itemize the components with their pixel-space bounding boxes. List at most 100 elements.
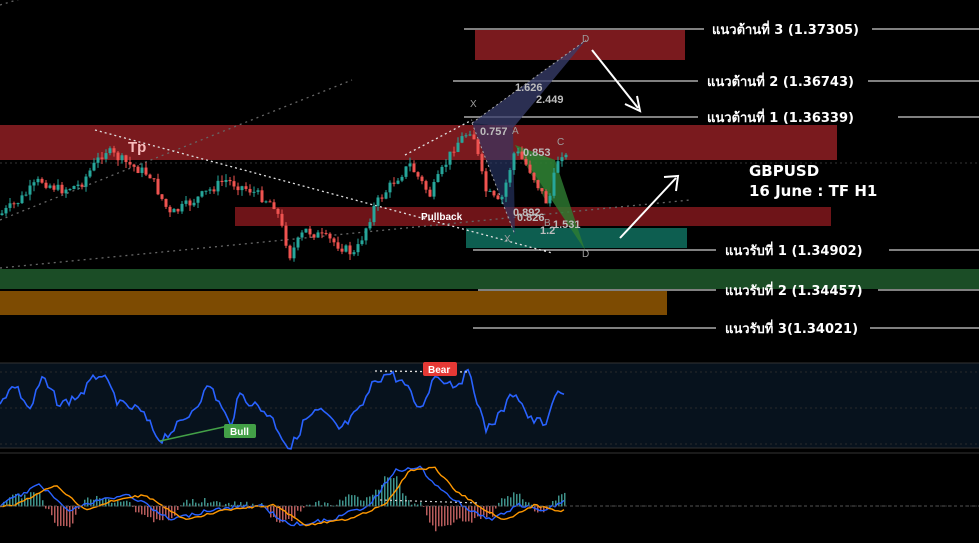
macd-bar <box>498 502 500 507</box>
candle-body <box>100 157 104 159</box>
macd-bar <box>555 500 557 507</box>
candle-body <box>420 176 424 182</box>
candle-body <box>300 232 304 238</box>
fib-label-0853: 0.853 <box>523 147 551 159</box>
point-c: C <box>557 137 564 148</box>
support-zone-green <box>0 269 979 289</box>
macd-bar <box>78 506 80 510</box>
candle-body <box>0 213 4 215</box>
fib-label-2449: 2.449 <box>536 94 564 106</box>
candle-body <box>432 182 436 197</box>
macd-bar <box>387 477 389 507</box>
candle-body <box>152 178 156 180</box>
candle-body <box>24 194 28 196</box>
candle-body <box>260 190 264 203</box>
macd-bar <box>15 493 17 507</box>
macd-bar <box>102 498 104 507</box>
candle-body <box>204 190 208 192</box>
candle-body <box>464 135 468 137</box>
candle-body <box>264 201 268 203</box>
macd-bar <box>561 494 563 507</box>
macd-bar <box>288 506 290 520</box>
macd-bar <box>294 506 296 518</box>
macd-bar <box>72 506 74 524</box>
candle-body <box>288 245 292 259</box>
candle-body <box>132 164 136 167</box>
candle-body <box>428 189 432 197</box>
macd-bar <box>495 506 497 509</box>
macd-bar <box>240 501 242 507</box>
candle-body <box>460 136 464 143</box>
candle-body <box>468 134 472 136</box>
candle-body <box>216 180 220 192</box>
macd-bar <box>138 506 140 513</box>
candle-body <box>108 148 112 154</box>
candle-body <box>188 200 192 206</box>
macd-bar <box>315 502 317 507</box>
macd-bar <box>198 503 200 507</box>
macd-bar <box>369 496 371 507</box>
point-x-top: X <box>470 99 477 110</box>
macd-bar <box>462 506 464 522</box>
point-x-bottom: X <box>504 234 511 245</box>
macd-bar <box>162 506 164 521</box>
resistance-2-label: แนวต้านที่ 2 (1.36743) <box>707 72 854 90</box>
candle-body <box>148 174 152 179</box>
macd-bar <box>396 476 398 507</box>
candle-body <box>396 180 400 184</box>
candle-body <box>424 181 428 190</box>
macd-bar <box>228 502 230 507</box>
support-1-label: แนวรับที่ 1 (1.34902) <box>725 241 863 259</box>
candle-body <box>20 195 24 204</box>
candle-body <box>552 172 556 196</box>
macd-bar <box>12 494 14 507</box>
macd-bar <box>21 498 23 507</box>
macd-bar <box>51 506 53 516</box>
candle-body <box>172 208 176 213</box>
candle-body <box>76 184 80 187</box>
macd-bar <box>402 493 404 507</box>
candle-body <box>280 213 284 226</box>
macd-bar <box>114 502 116 507</box>
trend-lines <box>94 119 553 254</box>
candle-body <box>252 191 256 193</box>
candle-body <box>452 151 456 153</box>
macd-bar <box>84 499 86 507</box>
fib-label-0892: 0.892 <box>513 207 541 219</box>
macd-bar <box>300 506 302 512</box>
candle-body <box>488 190 492 192</box>
point-b: B <box>544 218 551 229</box>
macd-bar <box>348 494 350 507</box>
resistance-1-label: แนวต้านที่ 1 (1.36339) <box>707 108 854 126</box>
macd-bar <box>318 500 320 507</box>
macd-bar <box>231 504 233 507</box>
candle-body <box>184 200 188 204</box>
macd-bar <box>201 502 203 507</box>
macd-bar <box>150 506 152 518</box>
macd-bar <box>276 506 278 522</box>
candle-body <box>368 222 372 229</box>
candle-body <box>332 238 336 243</box>
candle-body <box>516 151 520 154</box>
candle-body <box>440 166 444 175</box>
macd-bar <box>219 502 221 507</box>
candle-body <box>476 139 480 155</box>
macd-bar <box>252 503 254 507</box>
candle-body <box>400 176 404 181</box>
macd-bar <box>96 495 98 507</box>
point-d-bottom: D <box>582 249 589 260</box>
macd-bar <box>324 502 326 507</box>
candle-body <box>60 184 64 194</box>
macd-bar <box>525 501 527 507</box>
candle-body <box>36 178 40 183</box>
candle-body <box>160 194 164 199</box>
macd-bar <box>39 493 41 507</box>
macd-bar <box>225 503 227 507</box>
candle-body <box>496 195 500 200</box>
candle-body <box>112 148 116 153</box>
macd-bar <box>135 506 137 513</box>
macd-bar <box>27 498 29 507</box>
candle-body <box>416 172 420 177</box>
candle-body <box>372 205 376 223</box>
